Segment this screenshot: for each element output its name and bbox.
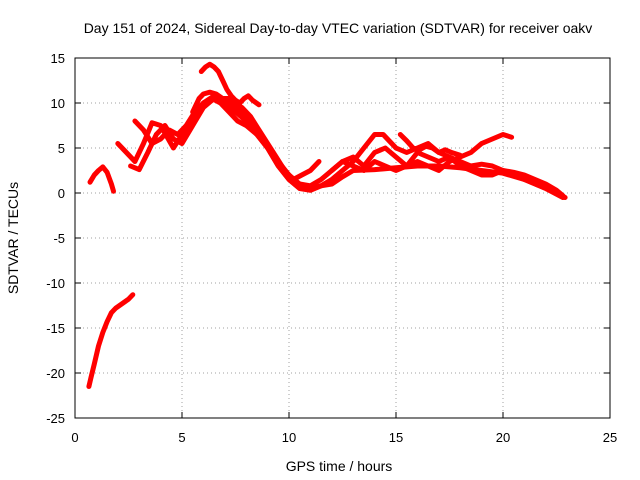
x-tick-label: 0 xyxy=(71,430,78,445)
series-line-arc-f xyxy=(329,145,566,199)
y-tick-label: -25 xyxy=(46,411,65,426)
x-tick-label: 10 xyxy=(282,430,296,445)
x-tick-label: 5 xyxy=(178,430,185,445)
x-tick-labels: 0 5 10 15 20 25 xyxy=(71,430,617,445)
x-tick-label: 25 xyxy=(603,430,617,445)
y-tick-label: -20 xyxy=(46,366,65,381)
series-line-arc-e xyxy=(198,61,262,108)
series-line-arc-d xyxy=(190,89,322,182)
y-axis-label: SDTVAR / TECUs xyxy=(5,182,21,294)
series-line-arc-g xyxy=(397,132,463,158)
y-tick-labels: -25 -20 -15 -10 -5 0 5 10 15 xyxy=(46,51,65,426)
series-line-arc-c xyxy=(132,96,515,189)
y-tick-label: -15 xyxy=(46,321,65,336)
series-line-arc-early-low xyxy=(86,292,136,389)
series-line-arc-a xyxy=(115,93,566,200)
axis-ticks xyxy=(74,57,611,419)
y-tick-label: -10 xyxy=(46,276,65,291)
series-line-arc-early-high xyxy=(87,164,116,194)
y-tick-label: 10 xyxy=(51,96,65,111)
grid-lines xyxy=(75,58,610,418)
y-tick-label: 15 xyxy=(51,51,65,66)
x-tick-label: 15 xyxy=(389,430,403,445)
chart-title: Day 151 of 2024, Sidereal Day-to-day VTE… xyxy=(84,20,593,36)
x-tick-label: 20 xyxy=(496,430,510,445)
y-tick-label: -5 xyxy=(53,231,65,246)
y-tick-label: 5 xyxy=(58,141,65,156)
data-series xyxy=(86,61,568,389)
x-axis-label: GPS time / hours xyxy=(286,458,393,474)
y-tick-label: 0 xyxy=(58,186,65,201)
series-line-arc-b xyxy=(128,96,568,200)
